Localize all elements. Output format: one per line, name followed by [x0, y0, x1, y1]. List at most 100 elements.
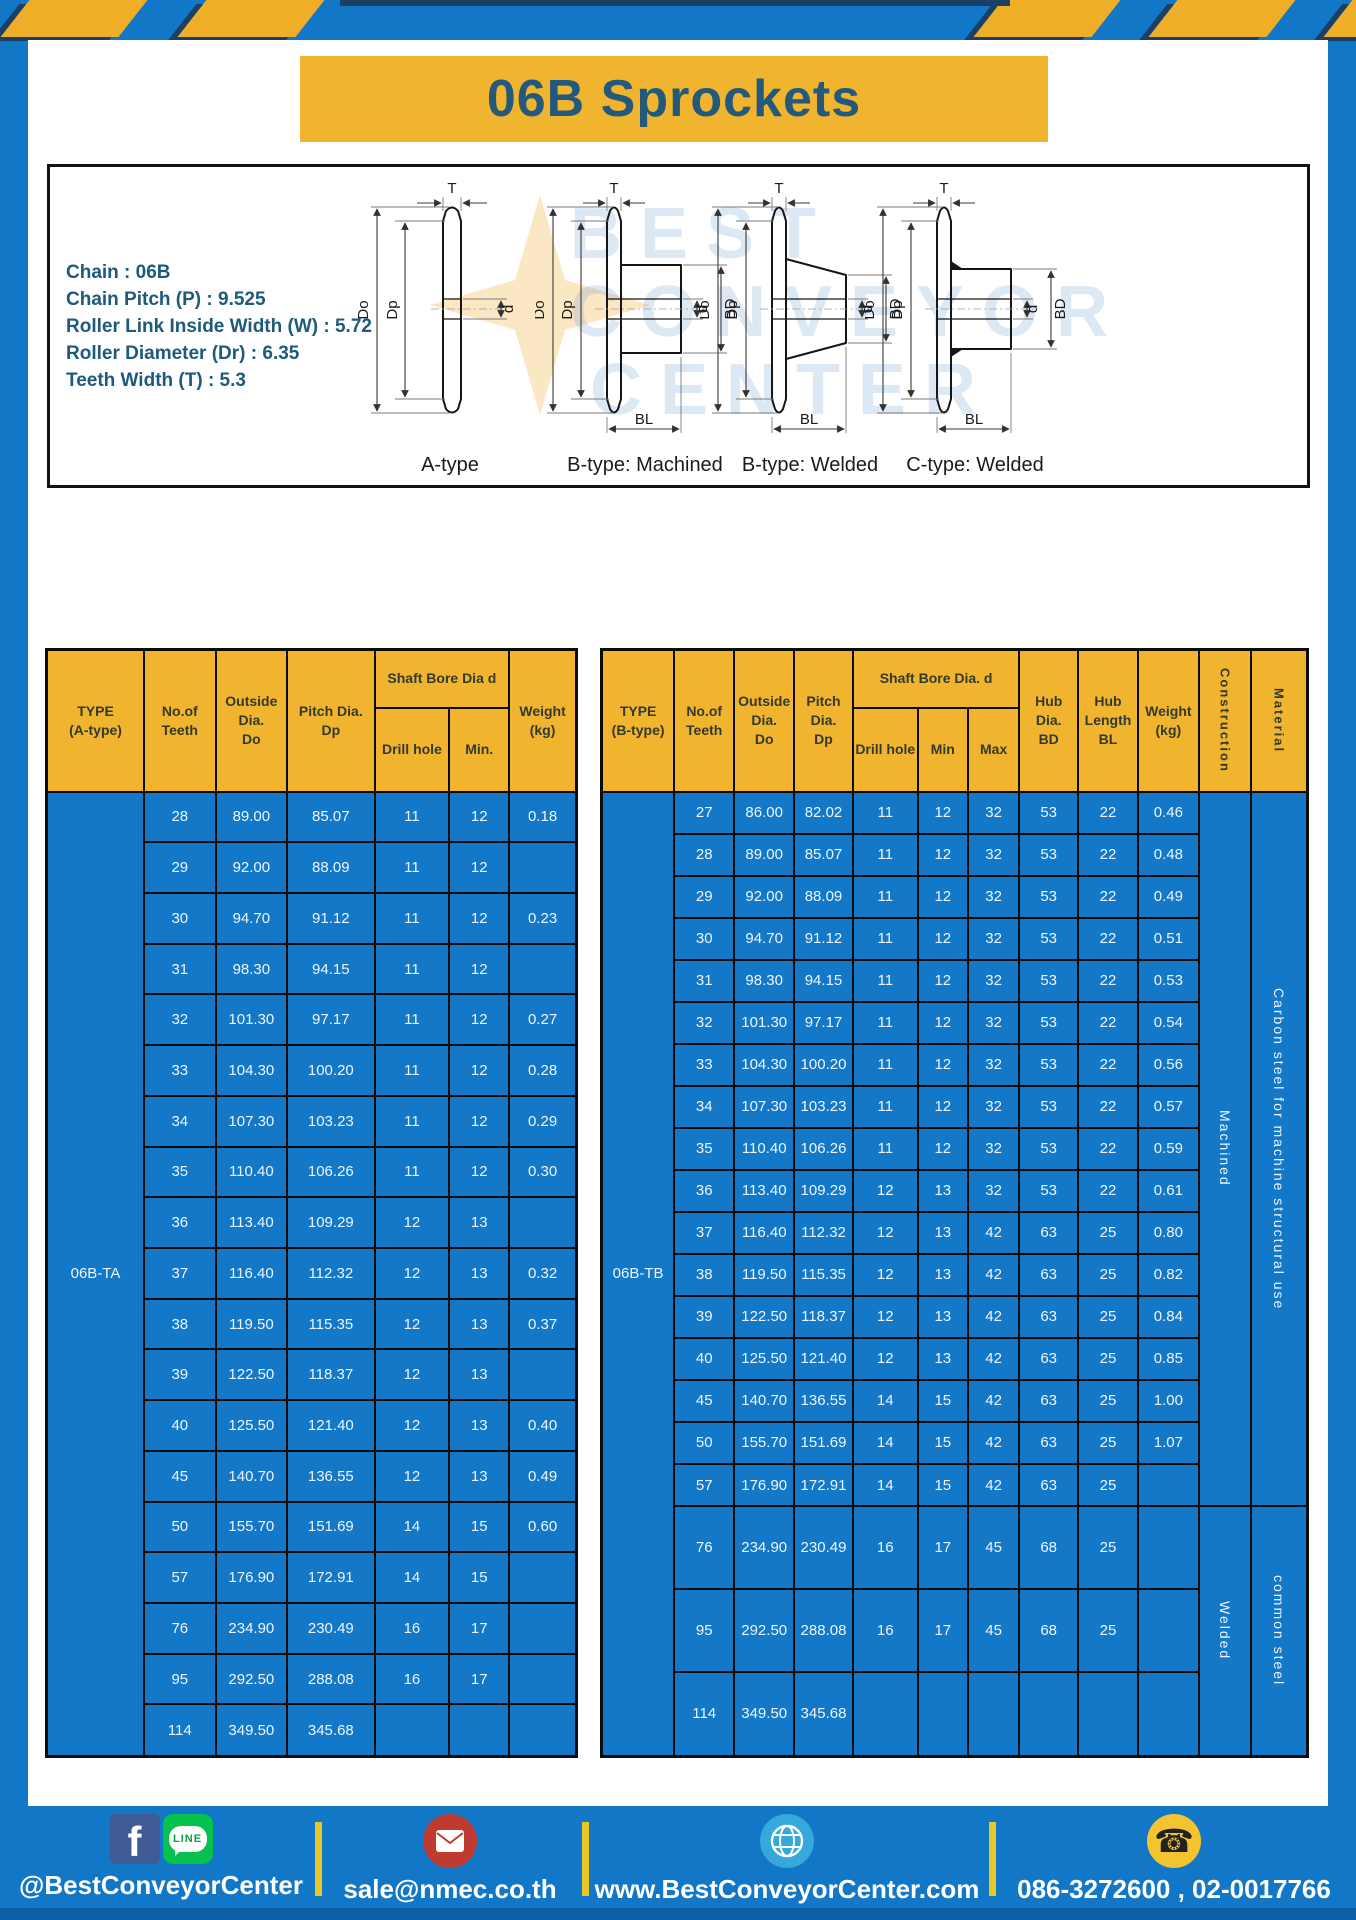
dim-bl-label: BL [800, 411, 818, 428]
data-cell: 15 [916, 1378, 969, 1423]
data-cell: 172.91 [793, 1462, 854, 1508]
type-cell: 06B-TA [45, 790, 146, 1758]
facebook-handle[interactable]: @BestConveyorCenter [19, 1870, 303, 1900]
dim-dp-label: Dp [384, 300, 401, 319]
data-cell: 42 [966, 1420, 1021, 1466]
data-cell: 94.15 [286, 942, 376, 996]
table-row: 30 94.70 91.12 11 12 32 53 22 0.51 [602, 916, 1308, 961]
data-cell: 12 [916, 832, 969, 877]
data-cell [508, 1348, 578, 1402]
data-cell: 345.68 [286, 1703, 376, 1758]
data-cell: 25 [1076, 1210, 1139, 1255]
data-cell: 14 [851, 1420, 919, 1466]
data-cell: 11 [851, 1126, 919, 1171]
website-url[interactable]: www.BestConveyorCenter.com [594, 1874, 980, 1904]
data-cell: 122.50 [214, 1348, 289, 1402]
table-a-container: TYPE (A-type) No.of Teeth Outside Dia. Do Pitch… [45, 648, 578, 1758]
footer-social-icons: f LINE [109, 1814, 213, 1864]
data-cell [1136, 1462, 1200, 1508]
data-cell: 107.30 [733, 1084, 796, 1129]
data-cell: 140.70 [214, 1449, 289, 1503]
data-cell: 32 [966, 916, 1021, 961]
material-cell: common steel [1249, 1505, 1309, 1758]
data-cell: 0.28 [508, 1044, 578, 1097]
table-row: 33 104.30 100.20 11 12 0.28 [47, 1044, 578, 1097]
data-cell: 136.55 [286, 1449, 376, 1503]
data-cell: 32 [966, 1000, 1021, 1045]
diagram-label-b-welded: B-type: Welded [741, 454, 879, 476]
data-cell: 40 [673, 1336, 736, 1381]
data-cell: 12 [448, 1044, 511, 1097]
data-cell: 0.37 [508, 1297, 578, 1351]
data-cell: 11 [851, 832, 919, 877]
footer-facebook-section: f LINE @BestConveyorCenter [19, 1814, 303, 1901]
email-icon[interactable] [423, 1814, 477, 1868]
table-row: 95 292.50 288.08 16 17 45 68 25 [602, 1587, 1308, 1673]
data-cell: 110.40 [733, 1126, 796, 1171]
email-address[interactable]: sale@nmec.co.th [343, 1874, 557, 1904]
header-no-of-teeth: No.of Teeth [143, 648, 217, 793]
data-cell: 32 [966, 1084, 1021, 1129]
dim-d-label: d [694, 305, 711, 313]
header-weight: Weight (kg) [1136, 648, 1200, 793]
data-cell: 114 [143, 1703, 217, 1758]
data-cell: 12 [448, 841, 511, 894]
data-cell: 50 [673, 1420, 736, 1466]
header-material: Material [1249, 648, 1309, 793]
dim-dp-label: Dp [724, 300, 741, 319]
data-cell: 116.40 [214, 1246, 289, 1300]
table-row: 114 349.50 345.68 [47, 1703, 578, 1758]
spec-line-pitch: Chain Pitch (P) : 9.525 [66, 289, 266, 310]
globe-icon[interactable] [760, 1814, 814, 1868]
data-cell: 86.00 [733, 790, 796, 835]
dim-t-label: T [609, 181, 618, 197]
phone-icon[interactable]: ☎ [1147, 1814, 1201, 1868]
table-row: 28 89.00 85.07 11 12 32 53 22 0.48 [602, 832, 1308, 877]
data-cell: 14 [851, 1462, 919, 1508]
data-cell: 0.23 [508, 891, 578, 945]
hazard-stripe [177, 0, 325, 37]
data-cell: 28 [673, 832, 736, 877]
data-cell: 107.30 [214, 1094, 289, 1148]
data-cell: 11 [851, 1084, 919, 1129]
data-cell: 345.68 [793, 1670, 854, 1758]
data-cell: 13 [916, 1252, 969, 1297]
data-cell: 12 [448, 993, 511, 1047]
data-cell: 109.29 [286, 1196, 376, 1249]
table-row: 50 155.70 151.69 14 15 0.60 [47, 1500, 578, 1554]
data-cell: 12 [916, 1042, 969, 1087]
header-min: Min. [448, 706, 511, 793]
diagram-box: BEST CONVEYOR CENTER Chain : 06B Chain P… [47, 164, 1310, 488]
data-cell: 42 [966, 1336, 1021, 1381]
data-cell: 12 [448, 942, 511, 996]
phone-numbers[interactable]: 086-3272600 , 02-0017766 [1017, 1874, 1331, 1904]
data-cell: 349.50 [733, 1670, 796, 1758]
table-row: TYPE (B-type) No.of Teeth Outside Dia. Do Pitch… [600, 648, 1309, 793]
data-cell: 106.26 [286, 1145, 376, 1199]
data-cell: 53 [1018, 1042, 1079, 1087]
data-cell: 88.09 [793, 874, 854, 919]
data-cell: 57 [673, 1462, 736, 1508]
table-row: 38 119.50 115.35 12 13 42 63 25 0.82 [602, 1252, 1308, 1297]
data-cell: 33 [673, 1042, 736, 1087]
dim-bd-label: BD [1052, 298, 1069, 319]
line-icon[interactable]: LINE [162, 1814, 213, 1864]
data-cell: 0.40 [508, 1399, 578, 1452]
table-row: 29 92.00 88.09 11 12 [47, 841, 578, 894]
data-cell: 0.82 [1136, 1252, 1200, 1297]
data-cell: 39 [673, 1294, 736, 1339]
data-cell: 11 [851, 790, 919, 835]
data-cell [851, 1670, 919, 1758]
data-cell: 38 [673, 1252, 736, 1297]
data-cell: 30 [673, 916, 736, 961]
facebook-icon[interactable]: f [109, 1814, 160, 1864]
watermark-text: CONVEYOR [570, 272, 1127, 352]
data-cell: 27 [673, 790, 736, 835]
data-cell: 68 [1018, 1505, 1079, 1590]
footer-website-section: www.BestConveyorCenter.com [585, 1814, 989, 1905]
data-cell: 32 [966, 874, 1021, 919]
data-cell: 37 [143, 1246, 217, 1300]
data-cell [448, 1703, 511, 1758]
data-cell: 33 [143, 1044, 217, 1097]
data-cell: 151.69 [793, 1420, 854, 1466]
